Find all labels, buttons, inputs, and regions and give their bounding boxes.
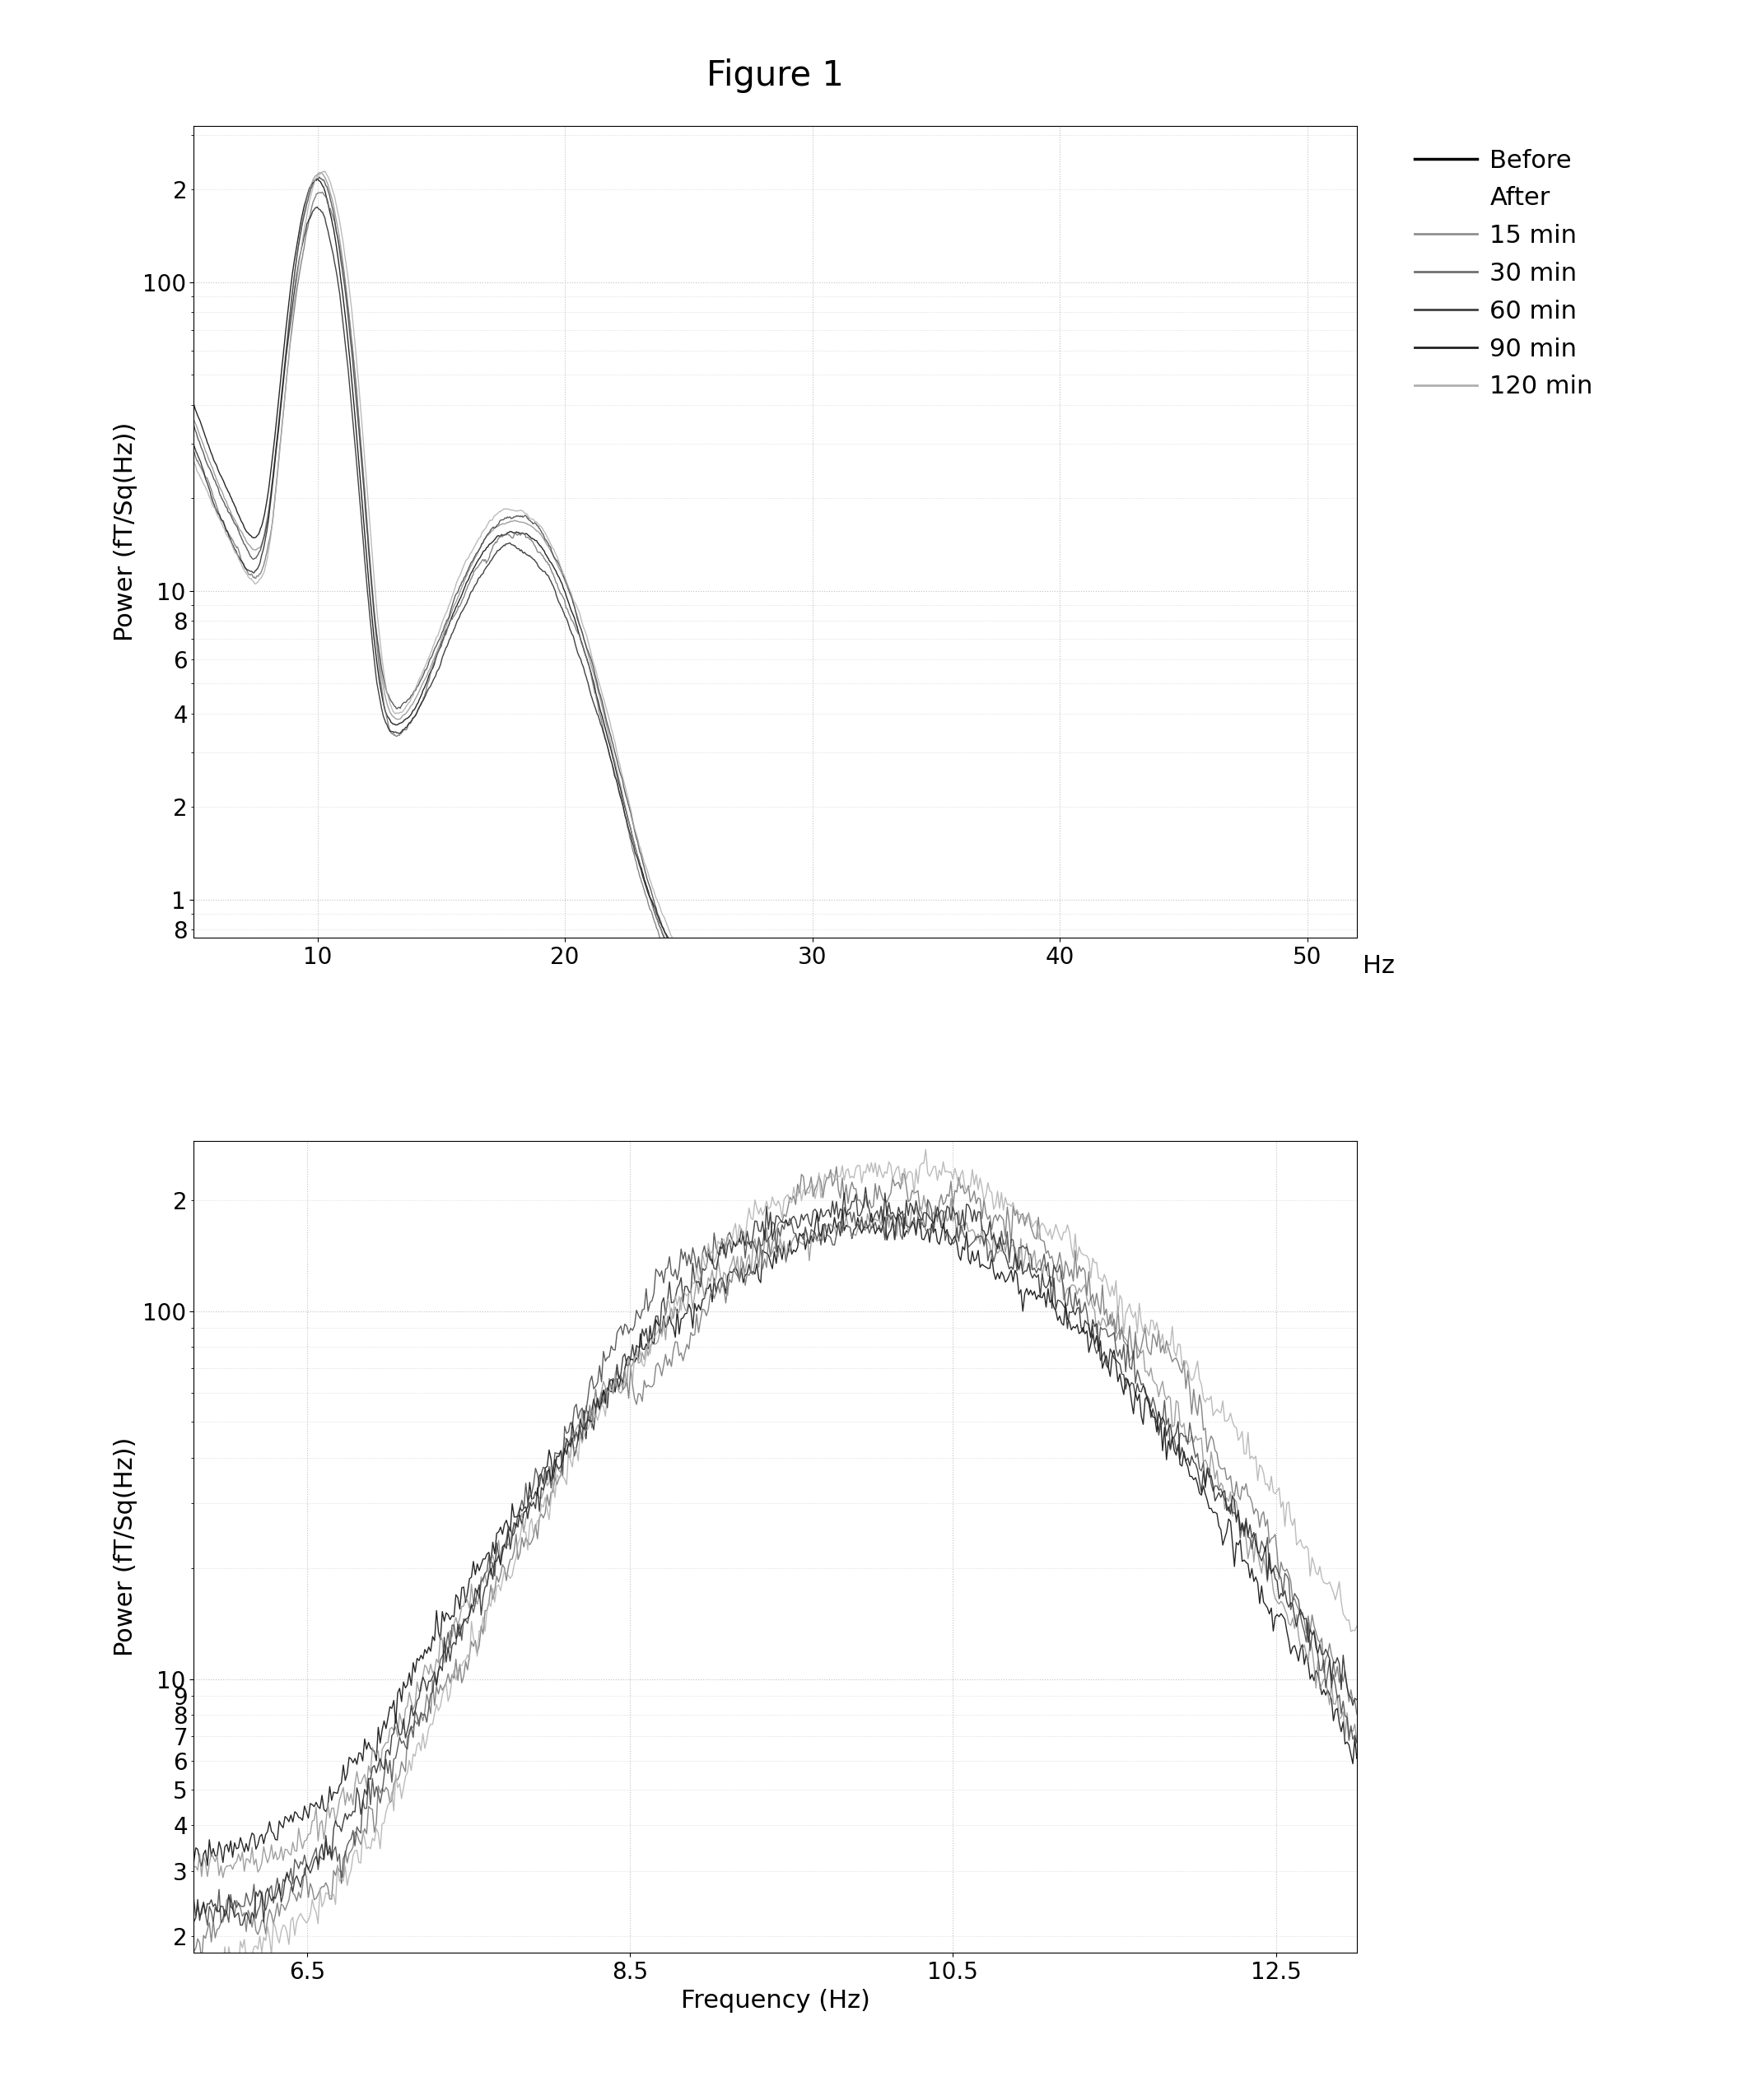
Text: Hz: Hz xyxy=(1362,953,1394,979)
X-axis label: Frequency (Hz): Frequency (Hz) xyxy=(680,1989,870,2012)
Y-axis label: Power (fT/Sq(Hz)): Power (fT/Sq(Hz)) xyxy=(113,1436,137,1657)
Legend: Before, After, 15 min, 30 min, 60 min, 90 min, 120 min: Before, After, 15 min, 30 min, 60 min, 9… xyxy=(1404,139,1603,410)
Y-axis label: Power (fT/Sq(Hz)): Power (fT/Sq(Hz)) xyxy=(113,422,137,643)
Text: Figure 1: Figure 1 xyxy=(707,59,844,92)
